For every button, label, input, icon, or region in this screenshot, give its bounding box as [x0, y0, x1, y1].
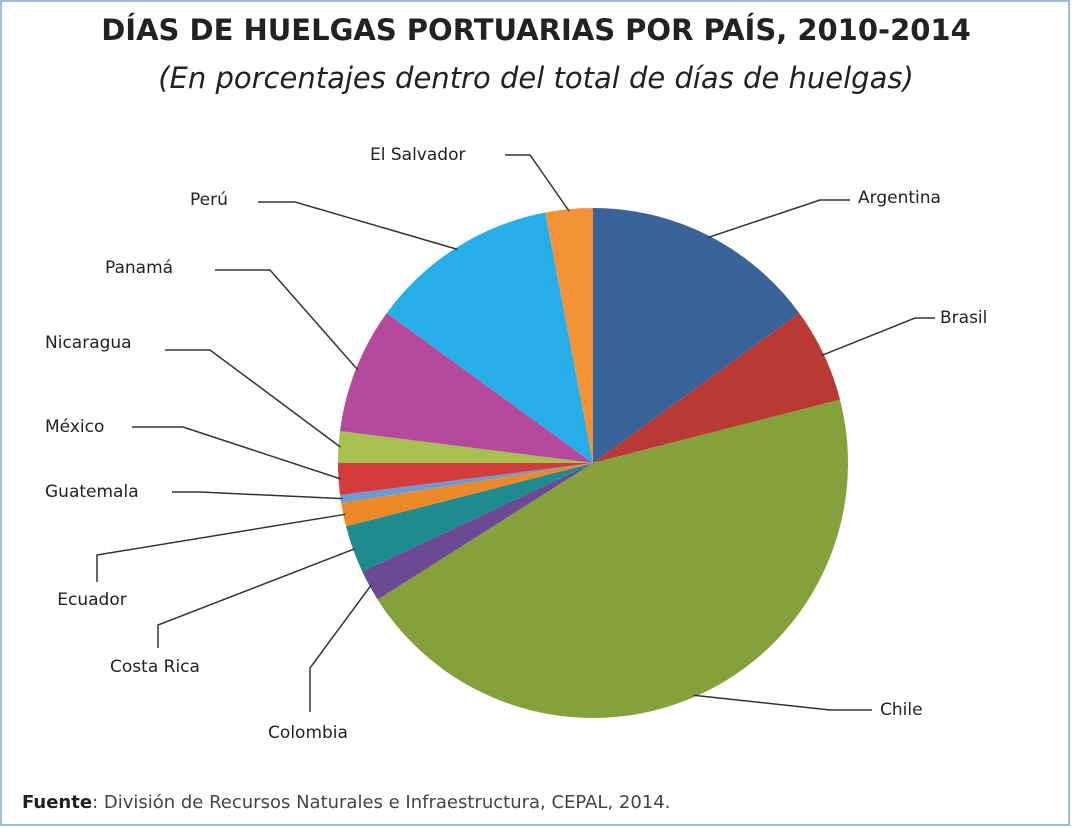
pie-slice [340, 463, 593, 503]
slice-label: Guatemala [45, 482, 139, 502]
pie-slice [338, 431, 593, 463]
leader-line [96, 513, 346, 582]
leader-line [172, 491, 343, 500]
pie-slice [340, 313, 593, 463]
leader-line [258, 201, 458, 251]
pie-slice [362, 463, 593, 600]
slice-label: Argentina [858, 188, 941, 208]
pie-slice [593, 208, 800, 463]
leader-line [505, 154, 570, 212]
pie-slice [338, 463, 593, 495]
slice-label: Panamá [105, 258, 173, 278]
pie-slice [341, 463, 593, 527]
slice-label: Brasil [940, 308, 987, 328]
leader-line [309, 584, 372, 712]
leader-line [821, 317, 935, 356]
slice-label: Nicaragua [45, 333, 132, 353]
chart-subtitle: (En porcentajes dentro del total de días… [158, 61, 914, 95]
leader-line [132, 426, 341, 480]
slice-label: Ecuador [57, 590, 126, 610]
chart-title: DÍAS DE HUELGAS PORTUARIAS POR PAÍS, 201… [101, 13, 971, 47]
leader-line [165, 349, 341, 448]
slice-label: El Salvador [370, 145, 465, 165]
leader-line [707, 199, 850, 239]
leader-line [693, 694, 872, 711]
source-text: : División de Recursos Naturales e Infra… [92, 792, 670, 813]
slice-label: Perú [190, 190, 228, 210]
leader-line [157, 548, 356, 648]
source: Fuente: División de Recursos Naturales e… [22, 792, 670, 813]
pie-slice [593, 313, 840, 463]
slice-label: México [45, 417, 104, 437]
source-label: Fuente [22, 792, 92, 813]
pie-slice [377, 399, 849, 719]
slice-label: Costa Rica [110, 657, 200, 677]
leader-line [215, 269, 359, 371]
pie-slice [545, 208, 593, 463]
slice-label: Chile [880, 700, 923, 720]
pie-slice [346, 463, 593, 572]
slice-label: Colombia [268, 723, 348, 743]
pie-slice [386, 212, 593, 463]
